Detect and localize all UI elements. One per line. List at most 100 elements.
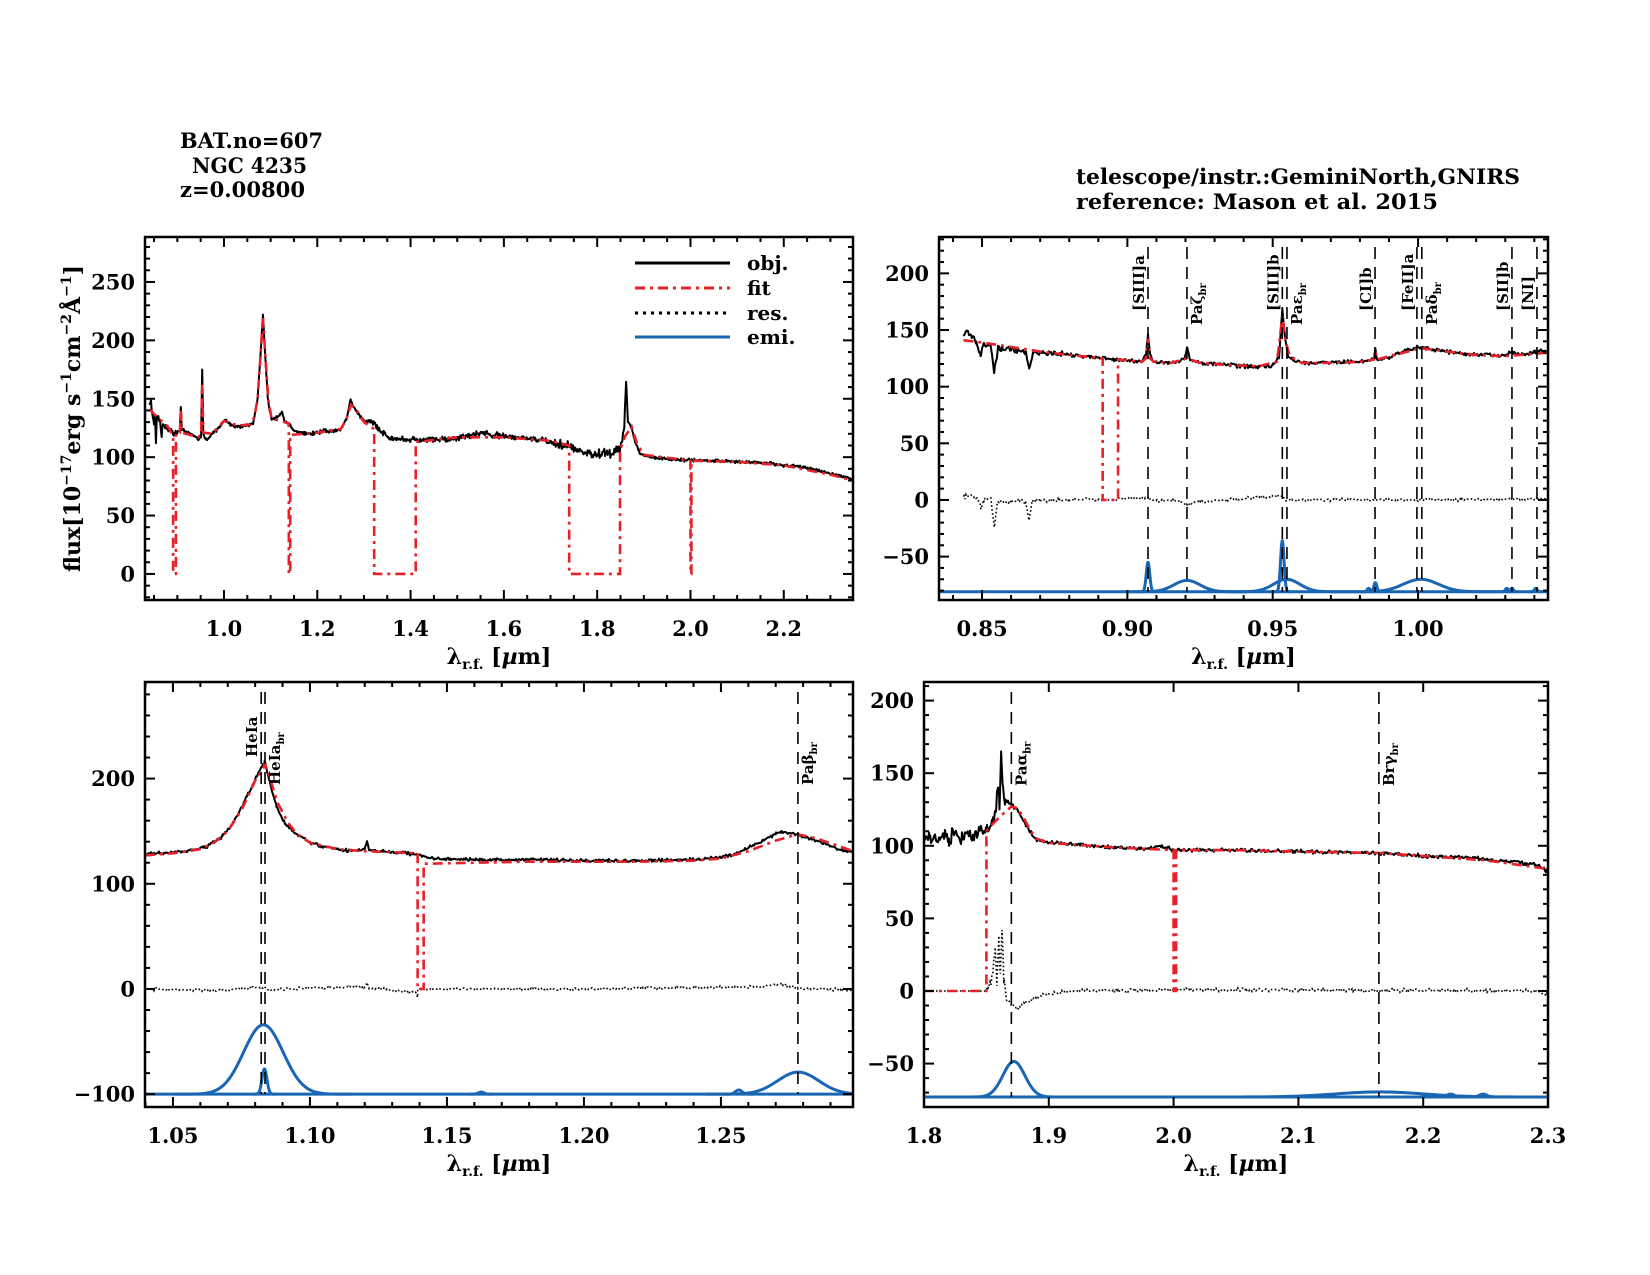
line-label-subscript: br [1433, 281, 1444, 294]
y-tick-label: 0 [914, 487, 929, 512]
axis-label-part: erg s [60, 394, 86, 455]
axis-label-part: r.f. [462, 1164, 483, 1180]
axis-label-part: −1 [59, 275, 75, 296]
emission-component [467, 1090, 495, 1096]
redshift-text: z=0.00800 [180, 177, 305, 202]
object-name-text: NGC 4235 [192, 153, 307, 178]
axis-label-part: r.f. [1199, 1164, 1220, 1180]
fit-line [148, 318, 853, 576]
x-tick-label: 1.9 [1031, 1123, 1068, 1148]
line-label: [NI] [1519, 276, 1537, 311]
axis-label-part: µ [502, 1151, 518, 1177]
y-tick-label: −100 [74, 1082, 135, 1107]
line-label-name: [SIII]a [1130, 255, 1148, 311]
y-tick-label: 0 [120, 561, 135, 586]
legend-label: obj. [747, 251, 789, 275]
axis-label-part: −2 [59, 314, 75, 335]
plot-frame [143, 235, 855, 602]
emission-component [1342, 577, 1500, 594]
axis-label-part: cm [60, 335, 86, 372]
x-tick-label: 1.2 [299, 616, 336, 641]
legend-item-obj: obj. [635, 251, 789, 275]
axis-label-part: m] [518, 1151, 552, 1177]
line-label-subscript: br [1022, 741, 1033, 754]
line-label-subscript: br [1298, 282, 1309, 295]
x-tick-label: 1.8 [906, 1123, 943, 1148]
line-label-name: Paδ [1423, 294, 1441, 325]
panel-0.84-1.04um: [SIII]a Paζbr [SIII]b Paεbr [CI]b [FeII]a Paδb… [882, 235, 1550, 673]
y-tick-label: 0 [120, 976, 135, 1001]
x-tick-label: 1.05 [147, 1123, 198, 1148]
object-info: BAT.no=607 NGC 4235 z=0.00800 [180, 128, 323, 202]
line-label-name: Paβ [799, 754, 817, 785]
line-label: Brγbr [1380, 743, 1401, 786]
x-tick-label: 1.15 [421, 1123, 472, 1148]
axis-label-part: [ [1220, 1151, 1238, 1177]
fit-line [963, 316, 1548, 502]
line-label: Paδbr [1423, 281, 1444, 325]
legend-item-fit: fit [635, 276, 772, 300]
axis-label-part: µ [1239, 1151, 1255, 1177]
axis-label-part: ] [60, 265, 86, 275]
axis-label-part: λ [1184, 1151, 1199, 1177]
legend-item-res: res. [635, 301, 788, 325]
legend-label: res. [747, 301, 788, 325]
y-tick-label: 200 [91, 766, 135, 791]
y-tick-label: 100 [91, 871, 135, 896]
axis-label-part: µ [1246, 644, 1262, 670]
axis-label-part: [ [483, 1151, 501, 1177]
y-tick-label: 50 [885, 906, 914, 931]
x-tick-label: 0.90 [1102, 616, 1153, 641]
fit-line [924, 805, 1548, 993]
line-label: HeIa [243, 716, 261, 757]
emission-component [1227, 577, 1346, 594]
emission-component [174, 1023, 353, 1096]
line-label: [SIII]b [1264, 254, 1282, 311]
line-label-subscript: br [276, 732, 287, 745]
line-label-name: [SII]b [1494, 261, 1512, 311]
panels: 1.0 1.2 1.4 1.6 1.8 2.0 2.2050100150200250λr.f… [59, 235, 1567, 1180]
axis-label-part: [ [483, 644, 501, 670]
line-label-name: [SIII]b [1264, 254, 1282, 311]
x-tick-label: 0.85 [956, 616, 1007, 641]
axis-label-part: λ [1191, 644, 1206, 670]
emission-component [1465, 1092, 1502, 1099]
y-tick-label: 150 [91, 386, 135, 411]
y-tick-label: 0 [899, 978, 914, 1003]
line-label: HeIabr [266, 732, 287, 785]
axis-label-part: Å [59, 296, 86, 315]
x-axis-label: λr.f. [µm] [447, 1151, 552, 1180]
axis-label-part: µ [502, 644, 518, 670]
x-tick-label: 2.3 [1530, 1123, 1567, 1148]
x-axis-label: λr.f. [µm] [447, 644, 552, 673]
line-label-name: [CI]b [1357, 267, 1375, 311]
x-tick-label: 1.8 [579, 616, 616, 641]
y-tick-label: 50 [106, 503, 135, 528]
line-label-name: [NI] [1519, 276, 1537, 311]
x-tick-label: 0.95 [1247, 616, 1298, 641]
plot-area [939, 247, 1548, 594]
axis-label-part: r.f. [462, 657, 483, 673]
residual-line [924, 929, 1548, 1011]
x-tick-label: 1.20 [558, 1123, 609, 1148]
line-label: Paβbr [799, 741, 820, 785]
telescope-instrument-text: telescope/instr.:GeminiNorth,GNIRS [1076, 164, 1520, 189]
line-label-name: Paα [1012, 753, 1030, 786]
plot-area [145, 692, 853, 1096]
emission-component [1527, 586, 1544, 594]
x-axis-label: λr.f. [µm] [1191, 644, 1296, 673]
plot-area [924, 692, 1548, 1099]
line-label: [SIII]a [1130, 255, 1148, 311]
line-label-subscript: br [1390, 743, 1401, 756]
x-tick-label: 1.10 [284, 1123, 335, 1148]
line-label: [SII]b [1494, 261, 1512, 311]
x-tick-label: 2.0 [1155, 1123, 1192, 1148]
x-tick-label: 2.2 [765, 616, 802, 641]
line-label-name: [FeII]a [1399, 253, 1417, 311]
emission-component [252, 1067, 277, 1096]
line-label: [FeII]a [1399, 253, 1417, 311]
x-tick-label: 1.6 [486, 616, 523, 641]
